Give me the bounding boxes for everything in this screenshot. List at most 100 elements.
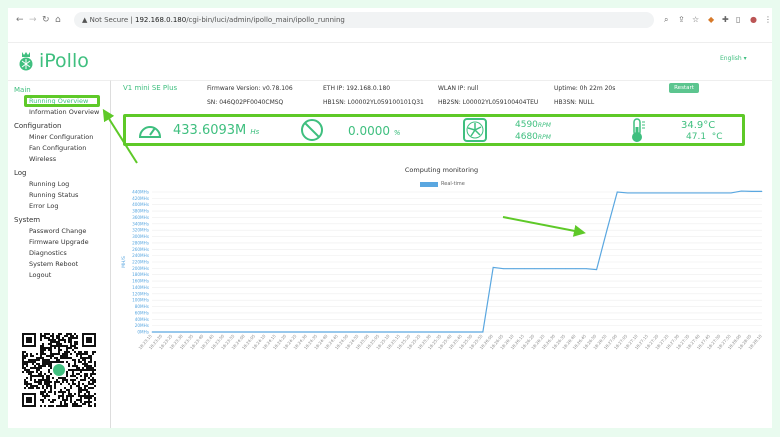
data-point [658, 192, 660, 194]
qr-module [32, 371, 34, 373]
qr-module [40, 367, 42, 369]
qr-module [80, 389, 82, 391]
qr-module [52, 399, 54, 401]
qr-module [84, 389, 86, 391]
menu-icon[interactable]: ⋮ [764, 15, 772, 24]
qr-module [46, 379, 48, 381]
qr-module [72, 379, 74, 381]
qr-module [72, 349, 74, 351]
chart-legend[interactable]: Real-time [420, 181, 465, 187]
qr-module [26, 353, 28, 355]
qr-module [80, 405, 82, 407]
data-point [379, 331, 380, 333]
qr-module [76, 385, 78, 387]
qr-module [62, 399, 64, 401]
qr-module [78, 393, 80, 395]
qr-module [64, 387, 66, 389]
reload-icon[interactable]: ↻ [42, 15, 50, 25]
qr-module [94, 365, 96, 367]
extension-fox-icon[interactable]: ◆ [708, 15, 715, 24]
sidebar-icon[interactable]: ▯ [736, 15, 741, 24]
sidebar-item-running-overview[interactable]: Running Overview [29, 97, 89, 105]
data-point [368, 331, 370, 333]
qr-module [92, 373, 94, 375]
qr-module [48, 359, 50, 361]
y-tick-label: 260MHs [132, 247, 149, 252]
qr-module [74, 403, 76, 405]
sidebar-item-diagnostics[interactable]: Diagnostics [29, 249, 67, 257]
sidebar-item-information-overview[interactable]: Information Overview [29, 108, 100, 116]
thermometer-icon [632, 118, 645, 142]
sidebar-item-error-log[interactable]: Error Log [29, 202, 59, 210]
qr-module [56, 359, 58, 361]
back-icon[interactable]: ← [16, 15, 24, 25]
qr-module [56, 361, 58, 363]
qr-module [72, 395, 74, 397]
share-icon[interactable]: ⇪ [678, 15, 685, 24]
bookmark-star-icon[interactable]: ☆ [692, 15, 700, 24]
qr-module [84, 377, 86, 379]
language-select[interactable]: English ▾ [720, 55, 747, 62]
qr-module [44, 333, 46, 335]
qr-module [42, 387, 44, 389]
qr-module [58, 345, 60, 347]
sidebar-item-running-log[interactable]: Running Log [29, 180, 70, 188]
qr-module [50, 349, 52, 351]
hashrate-value: 433.6093M Hs [173, 123, 260, 138]
qr-module [30, 377, 32, 379]
sidebar-item-wireless[interactable]: Wireless [29, 155, 57, 163]
qr-module [52, 355, 54, 357]
qr-module [48, 339, 50, 341]
home-icon[interactable]: ⌂ [55, 15, 61, 25]
qr-module [74, 333, 76, 335]
qr-module [92, 369, 94, 371]
qr-module [74, 379, 76, 381]
avatar[interactable]: ● [750, 15, 757, 24]
data-point [234, 331, 236, 333]
qr-module [80, 351, 82, 353]
qr-module [52, 405, 54, 407]
qr-module [64, 405, 66, 407]
temperature-1: 34.9°C [681, 120, 716, 131]
qr-module [78, 359, 80, 361]
qr-module [90, 365, 92, 367]
qr-module [58, 397, 60, 399]
sidebar-item-fan-configuration[interactable]: Fan Configuration [29, 144, 87, 152]
reject-rate: 0.0000 % [348, 124, 401, 138]
qr-module [70, 347, 72, 349]
qr-module [50, 373, 52, 375]
stats-panel [123, 114, 745, 146]
extensions-icon[interactable]: ✚ [722, 15, 729, 24]
qr-module [58, 361, 60, 363]
address-bar[interactable]: ▲ Not Secure | 192.168.0.180/cgi-bin/luc… [74, 12, 654, 28]
data-point [668, 192, 670, 194]
qr-module [84, 353, 86, 355]
sidebar-item-miner-configuration[interactable]: Miner Configuration [29, 133, 94, 141]
sidebar-item-system-reboot[interactable]: System Reboot [29, 260, 79, 268]
data-point [544, 268, 546, 270]
restart-button[interactable]: Restart [669, 83, 699, 93]
zoom-icon[interactable]: ⌕ [664, 15, 669, 24]
y-tick-label: 300MHs [132, 234, 149, 239]
qr-module [94, 405, 96, 407]
qr-module [24, 379, 26, 381]
qr-module [30, 361, 32, 363]
qr-module [86, 365, 88, 367]
qr-module [94, 393, 96, 395]
qr-module [90, 383, 92, 385]
sidebar-item-password-change[interactable]: Password Change [29, 227, 87, 235]
qr-module [52, 339, 54, 341]
qr-module [26, 377, 28, 379]
qr-module [60, 403, 62, 405]
qr-module [26, 337, 32, 343]
qr-module [56, 381, 58, 383]
qr-module [76, 403, 78, 405]
sidebar-item-firmware-upgrade[interactable]: Firmware Upgrade [29, 238, 89, 246]
qr-module [94, 381, 96, 383]
data-point [244, 331, 246, 333]
sidebar-item-running-status[interactable]: Running Status [29, 191, 79, 199]
qr-module [54, 387, 56, 389]
sidebar-item-logout[interactable]: Logout [29, 271, 52, 279]
qr-module [70, 397, 72, 399]
forward-icon[interactable]: → [29, 15, 37, 25]
